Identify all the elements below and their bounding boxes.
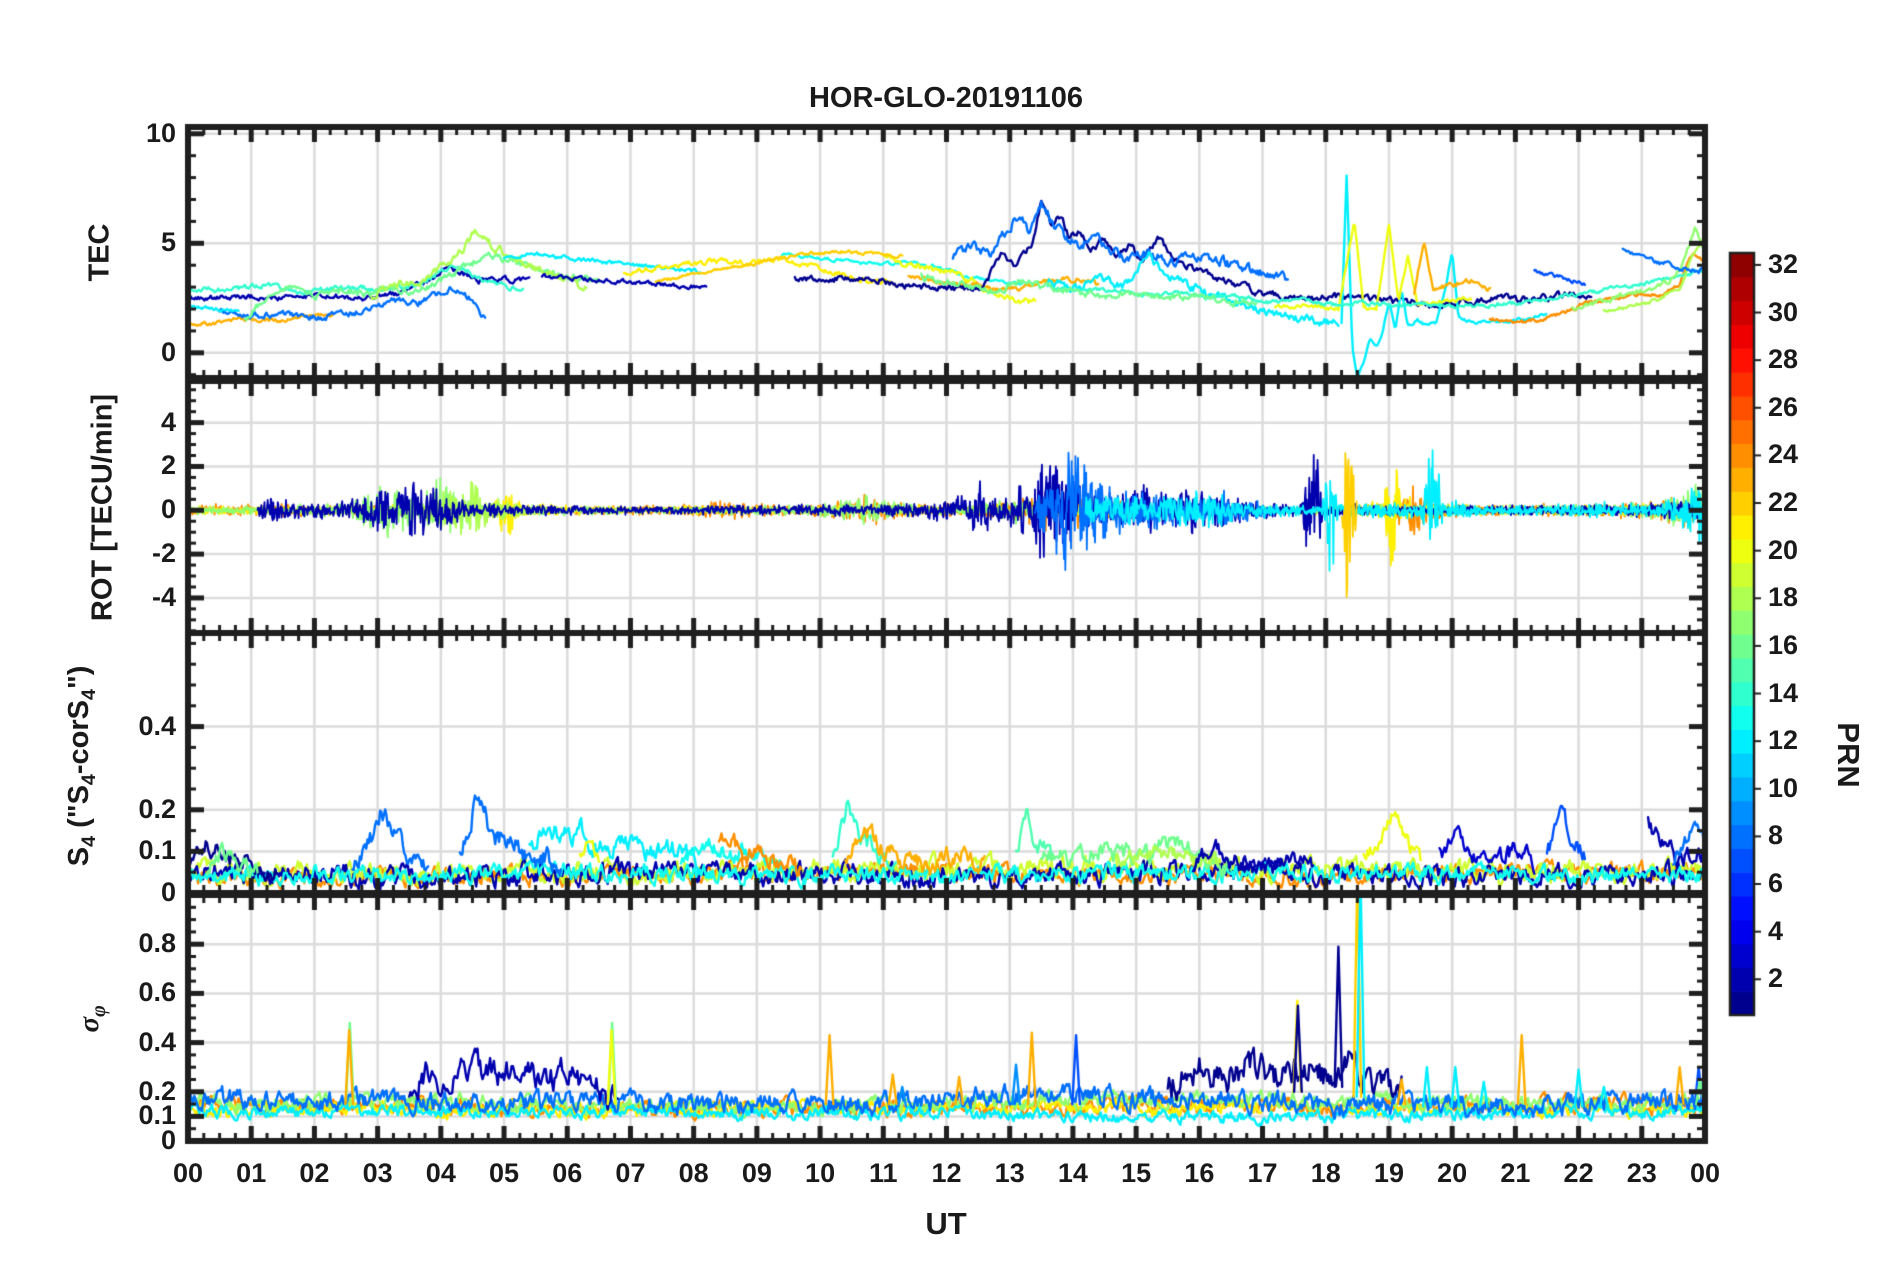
x-tick-label: 22 [1563, 1158, 1594, 1188]
y-axis-label-token: 4 [77, 689, 100, 700]
colorbar-tick-label: 16 [1768, 629, 1799, 660]
y-tick-label: 0.4 [138, 1026, 176, 1057]
colorbar-tick-label: 8 [1768, 820, 1784, 851]
x-tick-label: 07 [615, 1158, 646, 1188]
y-tick-label: 0 [160, 1125, 176, 1155]
x-tick-label: 11 [869, 1158, 898, 1188]
x-tick-label: 17 [1247, 1158, 1278, 1188]
colorbar-tick-label: 22 [1768, 487, 1799, 518]
x-tick-label: 06 [552, 1158, 583, 1188]
x-tick-label: 14 [1057, 1158, 1088, 1188]
y-tick-label: -4 [151, 581, 176, 612]
x-tick-label: 16 [1184, 1158, 1215, 1188]
y-axis-label-token: 4 [77, 774, 100, 786]
y-tick-label: 0.6 [138, 977, 176, 1008]
colorbar-tick-label: 18 [1768, 582, 1799, 613]
y-tick-label: -2 [151, 538, 176, 569]
colorbar-tick-label: 24 [1768, 439, 1799, 470]
x-tick-label: 01 [236, 1158, 267, 1188]
colorbar-tick-label: 12 [1768, 725, 1799, 756]
x-tick-label: 12 [931, 1158, 962, 1188]
colorbar-tick-label: 2 [1768, 963, 1784, 994]
x-tick-label: 23 [1626, 1158, 1657, 1188]
x-tick-label: 19 [1373, 1158, 1404, 1188]
y-tick-label: 0 [160, 877, 176, 907]
y-tick-label: 2 [160, 450, 176, 481]
x-tick-label: 03 [362, 1158, 393, 1188]
colorbar-tick-label: 10 [1768, 772, 1799, 803]
y-tick-label: 0.1 [138, 1100, 176, 1131]
x-tick-label: 02 [299, 1158, 330, 1188]
colorbar-tick-label: 20 [1768, 534, 1799, 565]
x-tick-label: 13 [994, 1158, 1025, 1188]
y-tick-label: 0.1 [138, 835, 176, 866]
y-tick-label: 0 [160, 494, 176, 525]
y-tick-label: 4 [160, 406, 176, 437]
colorbar-tick-label: 28 [1768, 344, 1799, 375]
colorbar-tick-label: 26 [1768, 391, 1799, 422]
x-tick-label: 04 [425, 1158, 456, 1188]
x-tick-label: 09 [741, 1158, 772, 1188]
chart-title: HOR-GLO-20191106 [808, 82, 1083, 114]
y-tick-label: 0.4 [138, 710, 176, 741]
y-tick-label: 10 [145, 117, 176, 148]
x-tick-label: 00 [1689, 1158, 1721, 1188]
y-tick-label: 0 [160, 336, 176, 367]
x-tick-label: 10 [805, 1158, 836, 1188]
x-tick-label: 18 [1310, 1158, 1341, 1188]
colorbar-tick-label: 30 [1768, 296, 1799, 327]
y-tick-label: 0.8 [138, 928, 176, 959]
x-tick-label: 15 [1121, 1158, 1152, 1188]
x-tick-label: 20 [1437, 1158, 1468, 1188]
y-tick-label: 0.2 [138, 793, 176, 824]
x-axis-label: UT [925, 1206, 967, 1241]
y-axis-label-token: ") [63, 665, 96, 690]
y-tick-label: 5 [160, 227, 176, 258]
colorbar-tick-label: 14 [1768, 677, 1799, 708]
x-tick-label: 21 [1500, 1158, 1531, 1188]
x-tick-label: 08 [678, 1158, 709, 1188]
colorbar-tick-label: 32 [1768, 248, 1799, 279]
colorbar-tick-label: 6 [1768, 868, 1784, 899]
x-tick-label: 00 [172, 1158, 204, 1188]
y-tick-label: 0.2 [138, 1075, 176, 1106]
colorbar-tick-label: 4 [1768, 915, 1784, 946]
x-tick-label: 05 [489, 1158, 520, 1188]
